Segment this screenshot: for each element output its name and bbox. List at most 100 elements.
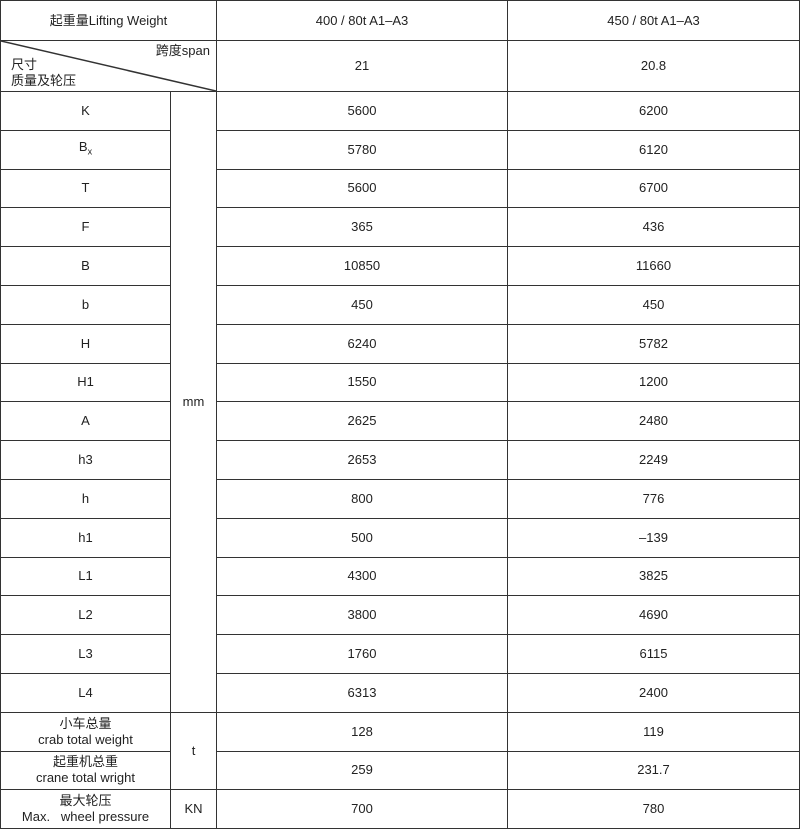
- value-a: 800: [216, 478, 508, 519]
- value-b: 2480: [507, 401, 800, 442]
- table-row: h1 500 –139: [0, 517, 800, 558]
- value-b: 776: [507, 478, 800, 519]
- span-label: 跨度span: [155, 43, 210, 58]
- unit-kn: KN: [170, 789, 217, 830]
- value-b: 6700: [507, 168, 800, 209]
- dimension-label: F: [0, 207, 171, 248]
- table-row: L2 3800 4690: [0, 595, 800, 636]
- dimension-label: T: [0, 168, 171, 209]
- dimension-label: L4: [0, 672, 171, 713]
- label-english: Max. wheel pressure: [21, 809, 150, 825]
- value-a: 5780: [216, 129, 508, 170]
- model-a-header: 400 / 80t A1–A3: [216, 0, 508, 41]
- table-row: L1 4300 3825: [0, 556, 800, 597]
- label-chinese: 起重机总重: [52, 754, 118, 770]
- table-row: L4 6313 2400: [0, 672, 800, 713]
- value-a: 2625: [216, 401, 508, 442]
- label-chinese: 小车总量: [59, 715, 112, 731]
- dimension-label: H1: [0, 362, 171, 403]
- value-a: 259: [216, 750, 508, 791]
- value-a: 500: [216, 517, 508, 558]
- value-b: 6120: [507, 129, 800, 170]
- table-row: h3 2653 2249: [0, 440, 800, 480]
- table-row: 小车总量 crab total weight t 128 119: [0, 711, 800, 791]
- label-chinese: 最大轮压: [59, 793, 112, 809]
- dimension-label: b: [0, 284, 171, 325]
- table-row: 起重机总重 crane total wright 259 231.7: [0, 750, 800, 791]
- value-b: 4690: [507, 595, 800, 636]
- span-row: 跨度span 尺寸 质量及轮压 21 20.8: [0, 40, 800, 92]
- value-b: 3825: [507, 556, 800, 597]
- dimension-label: L1: [0, 556, 171, 597]
- value-a: 1760: [216, 634, 508, 674]
- span-value-b: 20.8: [507, 40, 800, 92]
- value-b: 780: [507, 789, 800, 830]
- value-a: 10850: [216, 246, 508, 286]
- value-b: 2400: [507, 672, 800, 713]
- value-a: 2653: [216, 440, 508, 480]
- value-b: 1200: [507, 362, 800, 403]
- value-a: 5600: [216, 168, 508, 209]
- value-a: 5600: [216, 91, 508, 131]
- dimension-label: L3: [0, 634, 171, 674]
- lifting-weight-label: 起重量Lifting Weight: [0, 0, 217, 41]
- table-row: H 6240 5782: [0, 323, 800, 364]
- value-a: 3800: [216, 595, 508, 636]
- table-row: A 2625 2480: [0, 401, 800, 442]
- value-b: 6200: [507, 91, 800, 131]
- value-a: 128: [216, 711, 508, 752]
- dimension-label: L2: [0, 595, 171, 636]
- table-row: H1 1550 1200: [0, 362, 800, 403]
- value-a: 700: [216, 789, 508, 830]
- table-row: Bx 5780 6120: [0, 129, 800, 170]
- value-b: 436: [507, 207, 800, 248]
- dimension-label: h: [0, 478, 171, 519]
- value-a: 6313: [216, 672, 508, 713]
- dimension-label: B: [0, 246, 171, 286]
- table-row: L3 1760 6115: [0, 634, 800, 674]
- dimension-label: A: [0, 401, 171, 442]
- value-b: 6115: [507, 634, 800, 674]
- mass-label: 质量及轮压: [11, 73, 77, 88]
- dimension-label: h1: [0, 517, 171, 558]
- value-b: 119: [507, 711, 800, 752]
- value-a: 1550: [216, 362, 508, 403]
- table-row: 最大轮压 Max. wheel pressure KN 700 780: [0, 789, 800, 830]
- header-row: 起重量Lifting Weight 400 / 80t A1–A3 450 / …: [0, 0, 800, 41]
- unit-t: t: [170, 711, 217, 791]
- label-english: crane total wright: [36, 770, 135, 786]
- diagonal-line: [1, 41, 216, 91]
- table-row: F 365 436: [0, 207, 800, 248]
- value-a: 450: [216, 284, 508, 325]
- dimension-label: 尺寸: [11, 57, 38, 72]
- dimension-label: H: [0, 323, 171, 364]
- value-b: 5782: [507, 323, 800, 364]
- value-a: 6240: [216, 323, 508, 364]
- value-b: 450: [507, 284, 800, 325]
- dimension-label: Bx: [0, 129, 171, 170]
- span-value-a: 21: [216, 40, 508, 92]
- weight-label: 小车总量 crab total weight: [0, 711, 171, 752]
- value-a: 365: [216, 207, 508, 248]
- label-english: crab total weight: [38, 731, 133, 747]
- dimension-label: K: [0, 91, 171, 131]
- dimension-label: h3: [0, 440, 171, 480]
- value-b: 2249: [507, 440, 800, 480]
- dimension-symbol: B: [78, 139, 88, 155]
- value-b: 231.7: [507, 750, 800, 791]
- diagonal-header-cell: 跨度span 尺寸 质量及轮压: [0, 40, 217, 92]
- dimension-subscript: x: [87, 146, 93, 157]
- table-row: B 10850 11660: [0, 246, 800, 286]
- model-b-header: 450 / 80t A1–A3: [507, 0, 800, 41]
- unit-mm: mm: [170, 91, 217, 713]
- weight-label: 起重机总重 crane total wright: [0, 750, 171, 791]
- table-row: h 800 776: [0, 478, 800, 519]
- value-b: –139: [507, 517, 800, 558]
- table-row: T 5600 6700: [0, 168, 800, 209]
- table-row: b 450 450: [0, 284, 800, 325]
- pressure-label: 最大轮压 Max. wheel pressure: [0, 789, 171, 830]
- value-b: 11660: [507, 246, 800, 286]
- value-a: 4300: [216, 556, 508, 597]
